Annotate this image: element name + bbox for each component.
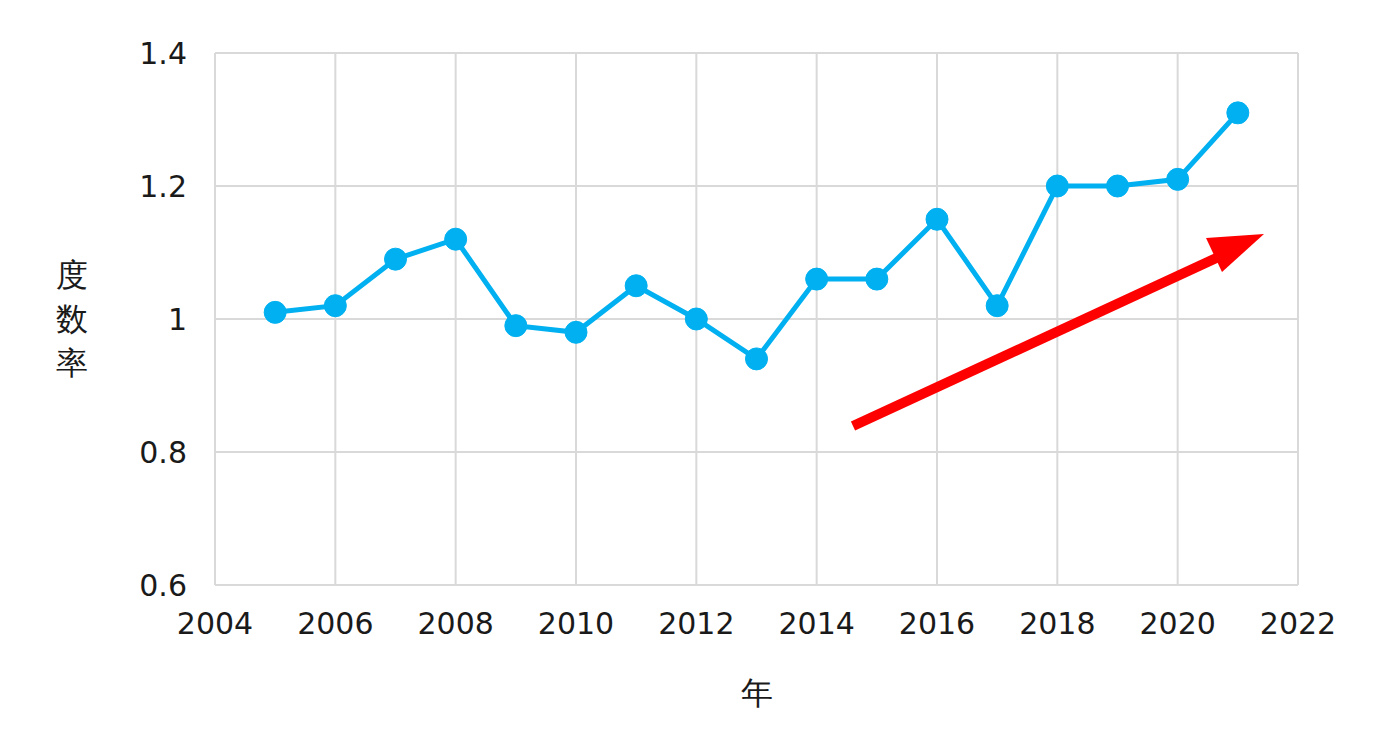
svg-text:1: 1	[168, 302, 187, 337]
svg-text:2006: 2006	[297, 606, 373, 641]
svg-text:0.6: 0.6	[139, 568, 187, 603]
svg-text:度数率: 度数率	[56, 256, 88, 382]
svg-text:2004: 2004	[177, 606, 253, 641]
svg-text:年: 年	[741, 674, 773, 712]
svg-text:1.4: 1.4	[139, 36, 187, 71]
svg-text:2020: 2020	[1139, 606, 1215, 641]
svg-text:2022: 2022	[1260, 606, 1336, 641]
svg-text:2014: 2014	[778, 606, 854, 641]
svg-text:2018: 2018	[1019, 606, 1095, 641]
svg-text:0.8: 0.8	[139, 435, 187, 470]
svg-text:2016: 2016	[899, 606, 975, 641]
svg-text:2008: 2008	[417, 606, 493, 641]
svg-text:2010: 2010	[538, 606, 614, 641]
svg-text:1.2: 1.2	[139, 169, 187, 204]
svg-text:2012: 2012	[658, 606, 734, 641]
